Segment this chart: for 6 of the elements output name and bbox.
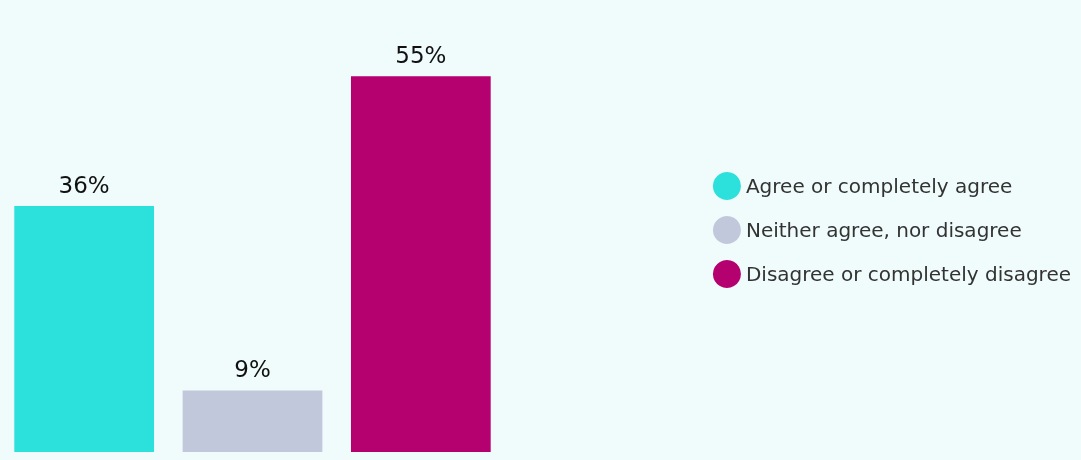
legend-label: Agree or completely agree [745,174,1013,198]
data-label: 9% [234,356,271,382]
data-label: 55% [395,41,447,68]
legend-label: Neither agree, nor disagree [745,218,1022,242]
legend-label: Disagree or completely disagree [745,262,1071,286]
data-label: 36% [58,171,110,198]
